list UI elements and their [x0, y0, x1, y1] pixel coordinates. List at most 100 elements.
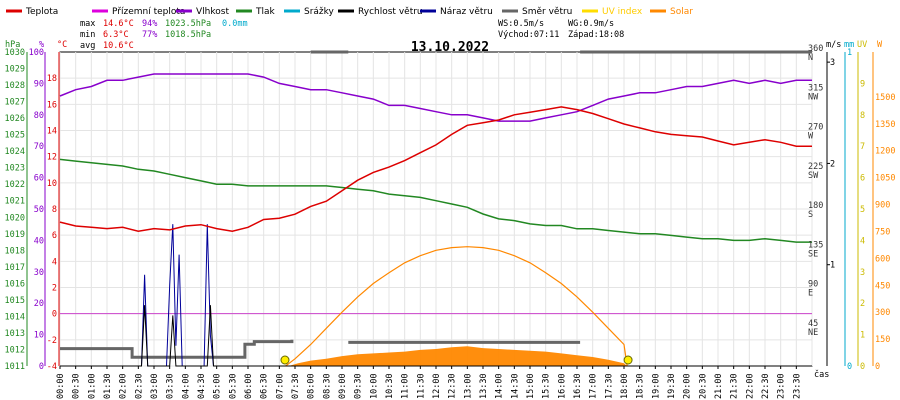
wind-direction-tick-label: 45	[808, 319, 818, 329]
x-tick-label: 20:00	[683, 373, 693, 399]
pressure-tick-label: 1029	[5, 65, 25, 75]
stat-min-label: min	[80, 30, 95, 40]
humidity-tick-label: 70	[34, 142, 44, 152]
temperature-tick-label: 4	[52, 257, 57, 267]
x-tick-label: 19:30	[667, 373, 677, 399]
humidity-tick-label: 20	[34, 299, 44, 309]
wind-direction-tick-dir: SE	[808, 249, 818, 259]
x-tick-label: 09:00	[338, 373, 348, 399]
x-tick-label: 00:30	[72, 373, 82, 399]
x-tick-label: 08:00	[307, 373, 317, 399]
pressure-tick-label: 1021	[5, 197, 25, 207]
rain-tick-label: 0	[847, 362, 852, 372]
wind-direction-tick-label: 90	[808, 280, 818, 290]
x-tick-label: 05:30	[228, 373, 238, 399]
x-tick-label: 05:00	[213, 373, 223, 399]
wind-direction-tick-dir: NW	[808, 92, 819, 102]
x-tick-label: 14:30	[510, 373, 520, 399]
wind-speed-tick-label: 3	[830, 58, 835, 68]
legend-label: Srážky	[304, 7, 335, 17]
x-tick-label: 14:00	[495, 373, 505, 399]
chart-title: 13.10.2022	[411, 40, 489, 55]
pressure-tick-label: 1028	[5, 81, 25, 91]
temperature-tick-label: 14	[47, 127, 57, 137]
x-tick-label: 09:30	[354, 373, 364, 399]
legend-label: Přízemní teplota	[112, 7, 185, 17]
stat-max-rain: 0.0mm	[222, 19, 248, 29]
temperature-unit: °C	[57, 40, 67, 50]
x-tick-label: 16:30	[573, 373, 583, 399]
temperature-tick-label: 10	[47, 179, 57, 189]
x-tick-label: 11:30	[416, 373, 426, 399]
x-tick-label: 11:00	[401, 373, 411, 399]
humidity-tick-label: 50	[34, 205, 44, 215]
x-tick-label: 15:00	[526, 373, 536, 399]
wind-direction-tick-dir: NE	[808, 328, 818, 338]
wind-direction-tick-label: 360	[808, 44, 823, 54]
pressure-tick-label: 1012	[5, 345, 25, 355]
x-tick-label: 18:30	[636, 373, 646, 399]
pressure-tick-label: 1024	[5, 147, 25, 157]
uv-tick-label: 9	[860, 79, 865, 89]
solar-tick-label: 600	[875, 254, 890, 264]
uv-unit: UV	[857, 40, 867, 50]
solar-tick-label: 1200	[875, 147, 895, 157]
temperature-tick-label: 18	[47, 74, 57, 84]
x-tick-label: 20:30	[698, 373, 708, 399]
uv-tick-label: 0	[860, 362, 865, 372]
pressure-tick-label: 1018	[5, 246, 25, 256]
pressure-tick-label: 1014	[5, 312, 25, 322]
wind-speed-tick-label: 1	[830, 261, 835, 271]
solar-tick-label: 300	[875, 308, 890, 318]
stat-min-hum: 77%	[142, 30, 157, 40]
temperature-tick-label: 6	[52, 231, 57, 241]
humidity-tick-label: 90	[34, 79, 44, 89]
x-tick-label: 00:00	[56, 373, 66, 399]
wind-speed-line	[60, 305, 812, 367]
uv-tick-label: 3	[860, 268, 865, 278]
x-tick-label: 17:00	[589, 373, 599, 399]
x-tick-label: 19:00	[651, 373, 661, 399]
legend-label: UV index	[602, 7, 643, 17]
solar-tick-label: 1500	[875, 93, 895, 103]
solar-tick-label: 1350	[875, 120, 895, 130]
info-sunrise: Východ:07:11	[498, 30, 559, 40]
solar-tick-label: 450	[875, 281, 890, 291]
sunset-marker	[623, 355, 633, 365]
info-sunset: Západ:18:08	[568, 30, 624, 40]
humidity-tick-label: 30	[34, 268, 44, 278]
solar-tick-label: 750	[875, 227, 890, 237]
solar-unit: W	[877, 40, 883, 50]
x-tick-label: 23:30	[792, 373, 802, 399]
stat-min-temp: 6.3°C	[103, 30, 129, 40]
stat-max-temp: 14.6°C	[103, 19, 134, 29]
pressure-tick-label: 1025	[5, 131, 25, 141]
solar-clear-line	[285, 246, 628, 367]
x-tick-label: 10:30	[385, 373, 395, 399]
x-tick-label: 07:00	[275, 373, 285, 399]
wind-gust-line	[60, 224, 812, 367]
info-wg: WG:0.9m/s	[568, 19, 614, 29]
wind-direction-tick-label: 135	[808, 240, 823, 250]
wind-direction-tick-dir: E	[808, 289, 813, 299]
temperature-tick-label: 0	[52, 310, 57, 320]
x-tick-label: 01:30	[103, 373, 113, 399]
wind-speed-unit: m/s	[826, 40, 841, 50]
humidity-tick-label: 0	[39, 362, 44, 372]
pressure-tick-label: 1013	[5, 329, 25, 339]
pressure-tick-label: 1011	[5, 362, 25, 372]
x-tick-label: 15:30	[542, 373, 552, 399]
temperature-tick-label: -2	[47, 336, 57, 346]
x-axis-label: čas	[814, 369, 829, 380]
x-tick-label: 04:30	[197, 373, 207, 399]
pressure-tick-label: 1026	[5, 114, 25, 124]
uv-tick-label: 4	[860, 236, 865, 246]
pressure-tick-label: 1023	[5, 164, 25, 174]
pressure-tick-label: 1016	[5, 279, 25, 289]
stat-avg-label: avg	[80, 41, 95, 51]
wind-direction-tick-label: 270	[808, 123, 823, 133]
x-tick-label: 23:00	[777, 373, 787, 399]
pressure-tick-label: 1019	[5, 230, 25, 240]
x-tick-label: 06:00	[244, 373, 254, 399]
x-tick-label: 12:00	[432, 373, 442, 399]
